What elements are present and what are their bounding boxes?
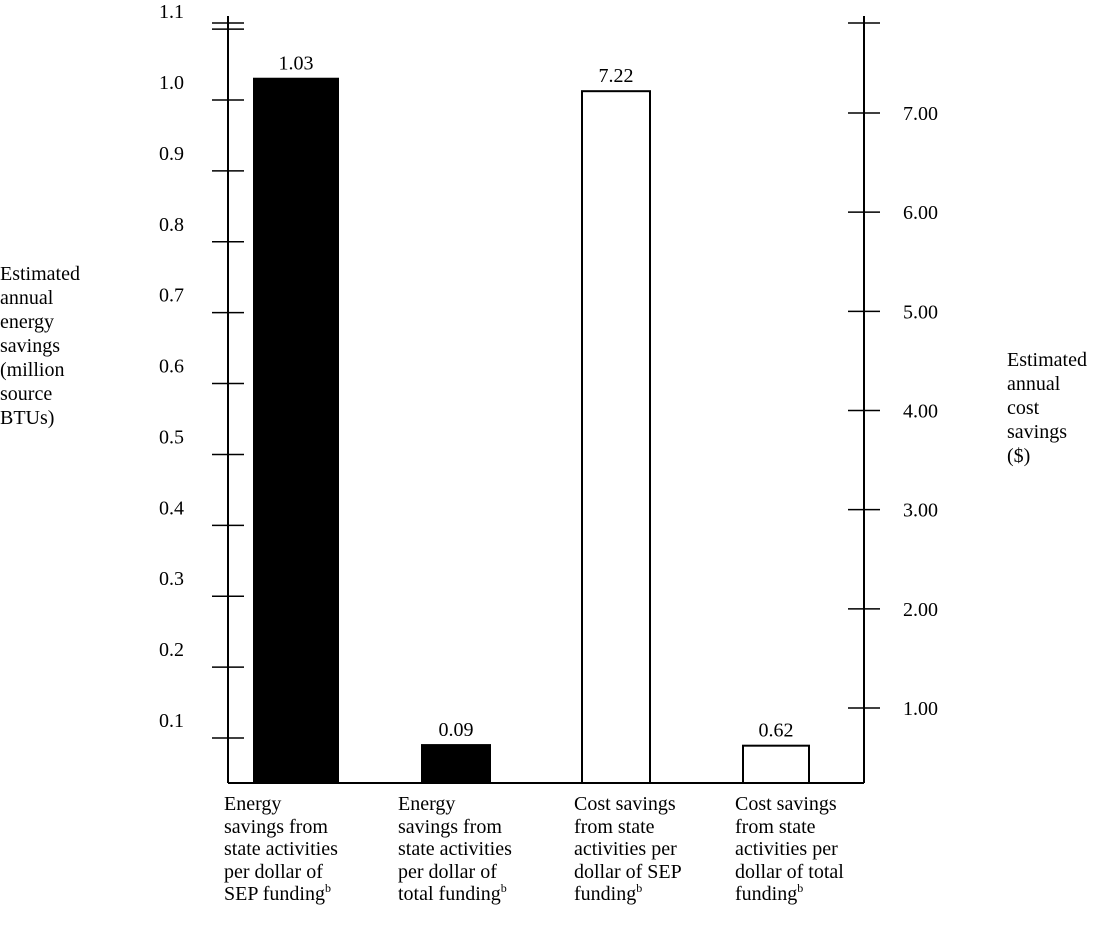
bar-value-label: 0.09	[439, 719, 474, 741]
left-axis-tick-label: 0.7	[159, 285, 184, 307]
left-axis-tick-label: 0.3	[159, 568, 184, 590]
bar-value-label: 7.22	[599, 65, 634, 87]
right-axis-tick-label: 1.00	[903, 698, 938, 720]
left-axis-tick-label: 0.6	[159, 356, 184, 378]
left-axis-tick-label: 0.8	[159, 214, 184, 236]
bar-value-label: 1.03	[279, 53, 314, 75]
right-axis-tick-label: 5.00	[903, 301, 938, 323]
left-axis-tick-label: 0.1	[159, 710, 184, 732]
right-axis-tick-label: 6.00	[903, 202, 938, 224]
category-label: Cost savings from state activities per doll…	[574, 793, 682, 905]
left-axis-title: Estimated annual energy savings (million…	[0, 263, 80, 429]
left-axis-tick-label: 1.0	[159, 72, 184, 94]
bar	[421, 744, 491, 784]
right-axis-tick-label: 3.00	[903, 500, 938, 522]
bar	[253, 77, 339, 784]
right-axis-tick-label: 7.00	[903, 103, 938, 125]
category-label: Energy savings from state activities per do…	[224, 793, 338, 905]
bar-value-label: 0.62	[759, 720, 794, 742]
left-axis-tick-label: 0.5	[159, 426, 184, 448]
right-axis-title: Estimated annual cost savings ($)	[1007, 349, 1087, 467]
left-axis-tick-label: 0.9	[159, 143, 184, 165]
bar	[581, 90, 651, 784]
left-axis-tick-label: 1.1	[159, 1, 184, 23]
left-axis-tick-label: 0.4	[159, 497, 184, 519]
right-axis-tick-label: 2.00	[903, 599, 938, 621]
bar	[742, 744, 810, 785]
right-axis-tick-label: 4.00	[903, 401, 938, 423]
left-axis-tick-label: 0.2	[159, 639, 184, 661]
category-label: Energy savings from state activities per do…	[398, 793, 512, 905]
category-label: Cost savings from state activities per doll…	[735, 793, 844, 905]
